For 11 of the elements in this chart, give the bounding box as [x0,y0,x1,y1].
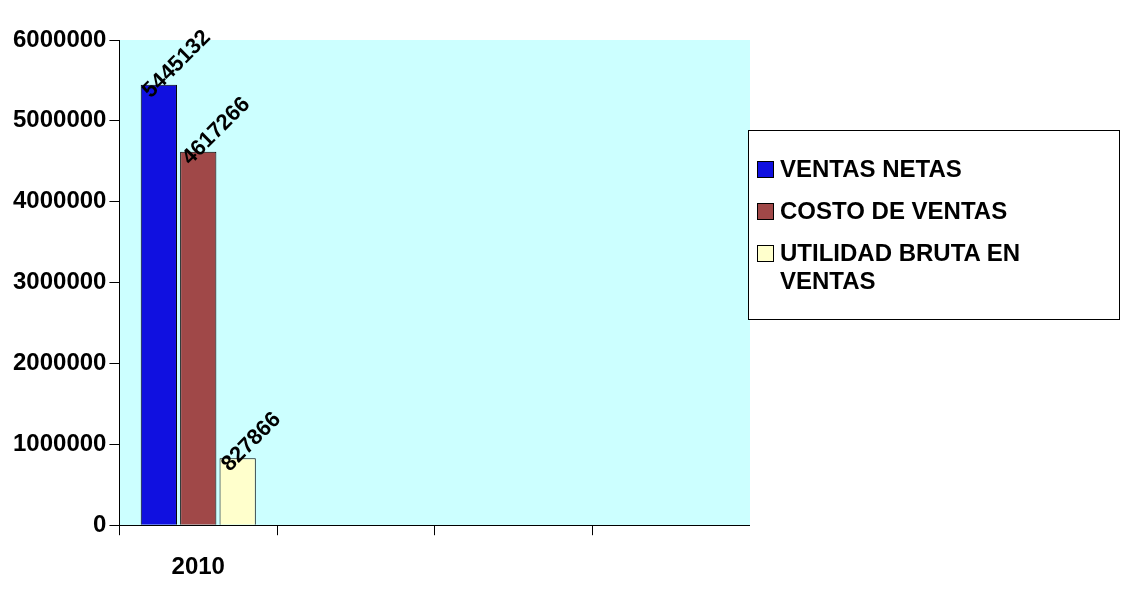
y-tick-label: 1000000 [13,428,107,456]
y-tick-label: 3000000 [13,267,107,295]
legend-label: COSTO DE VENTAS [780,197,1008,225]
y-tick-label: 4000000 [13,186,107,214]
legend-label: VENTAS NETAS [780,155,962,183]
x-tick-label: 2010 [171,552,225,580]
legend-label: UTILIDAD BRUTA EN VENTAS [780,239,1021,295]
y-tick-label: 6000000 [13,24,107,52]
y-tick-label: 0 [93,509,107,537]
y-tick-label: 5000000 [13,105,107,133]
y-tick-label: 2000000 [13,348,107,376]
